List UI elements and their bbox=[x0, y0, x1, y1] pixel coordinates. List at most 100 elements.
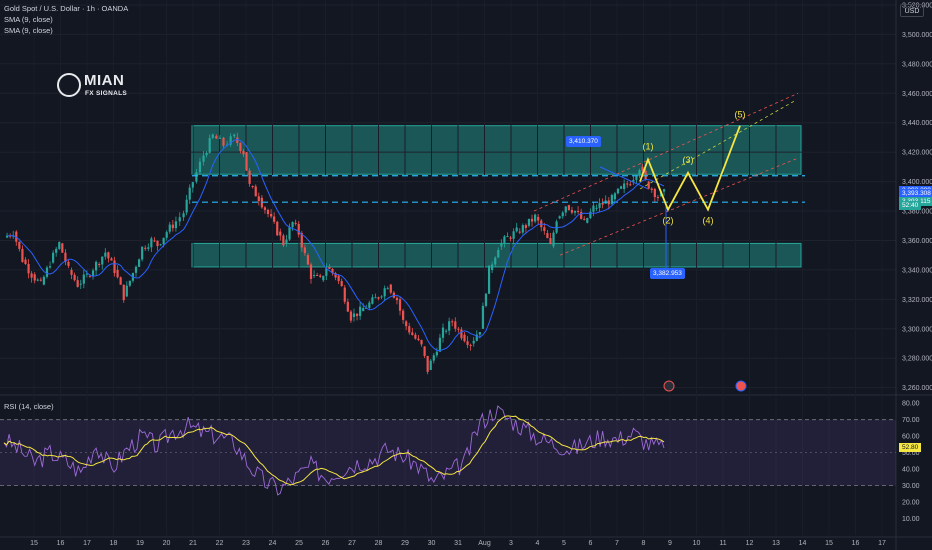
rsi-ma-line bbox=[3, 415, 665, 486]
sma-legend-1[interactable]: SMA (9, close) bbox=[4, 15, 53, 24]
candle-body bbox=[552, 232, 555, 247]
candle-body bbox=[389, 284, 392, 293]
candle-body bbox=[300, 233, 303, 248]
candle-body bbox=[288, 227, 291, 240]
candle-body bbox=[198, 161, 202, 173]
candle-body bbox=[549, 238, 552, 244]
supply-demand-zone bbox=[191, 242, 802, 268]
price-tick-label: 3,500.000 bbox=[902, 32, 932, 39]
price-axis[interactable]: 3,520.000 3,500.000 3,480.000 3,460.000 3,44… bbox=[902, 3, 932, 524]
candle-body bbox=[233, 134, 236, 137]
time-tick-label: 30 bbox=[428, 540, 436, 547]
candle-body bbox=[506, 236, 509, 238]
high-price-label: 3,410.370 bbox=[566, 136, 601, 147]
candle-body bbox=[623, 183, 626, 189]
rsi-tick-label: 20.00 bbox=[902, 500, 920, 507]
candle-body bbox=[178, 217, 181, 222]
candle-body bbox=[472, 340, 475, 344]
candle-body bbox=[632, 179, 635, 182]
candle-body bbox=[137, 259, 141, 267]
candle-body bbox=[303, 247, 306, 254]
candle-body bbox=[229, 136, 232, 145]
rsi-legend[interactable]: RSI (14, close) bbox=[4, 402, 54, 411]
candle-body bbox=[503, 236, 506, 243]
low-price-label: 3,382.953 bbox=[650, 268, 685, 279]
candle-body bbox=[279, 231, 282, 236]
price-tick-label: 3,420.000 bbox=[902, 150, 932, 157]
candle-body bbox=[386, 288, 389, 290]
candle-body bbox=[362, 308, 365, 312]
candle-body bbox=[153, 240, 156, 242]
candle-body bbox=[537, 216, 540, 221]
candle-body bbox=[368, 302, 371, 308]
time-tick-label: 21 bbox=[189, 540, 197, 547]
time-tick-label: Aug bbox=[478, 540, 491, 547]
candle-body bbox=[346, 301, 349, 312]
candle-body bbox=[423, 346, 426, 356]
candle-body bbox=[638, 170, 641, 177]
candle-body bbox=[580, 211, 583, 219]
candle-body bbox=[457, 328, 460, 330]
time-tick-label: 7 bbox=[615, 540, 619, 547]
candle-body bbox=[273, 216, 276, 222]
candle-body bbox=[52, 252, 55, 263]
price-tick-label: 3,460.000 bbox=[902, 91, 932, 98]
candle-body bbox=[662, 189, 666, 192]
candle-body bbox=[58, 242, 61, 249]
candle-body bbox=[530, 218, 534, 222]
price-tick-label: 3,280.000 bbox=[902, 356, 932, 363]
candle-body bbox=[635, 176, 638, 180]
time-axis[interactable]: 15 16 17 18 19 20 21 22 23 24 25 26 27 28 29 30 31 Aug 3 4 5… bbox=[30, 540, 886, 547]
candle-body bbox=[76, 280, 79, 287]
candle-body bbox=[518, 231, 521, 233]
candle-body bbox=[276, 221, 279, 236]
candle-body bbox=[82, 274, 85, 284]
candle-body bbox=[18, 241, 21, 249]
candle-body bbox=[613, 193, 617, 200]
candle-body bbox=[487, 265, 491, 294]
candle-body bbox=[573, 210, 577, 213]
time-tick-label: 18 bbox=[110, 540, 118, 547]
time-tick-label: 15 bbox=[30, 540, 38, 547]
price-tick-label: 3,400.000 bbox=[902, 179, 932, 186]
time-tick-label: 14 bbox=[799, 540, 807, 547]
candle-body bbox=[79, 283, 82, 285]
candle-body bbox=[352, 313, 356, 317]
candle-body bbox=[294, 222, 297, 224]
candle-body bbox=[343, 287, 346, 302]
sma-legend-2[interactable]: SMA (9, close) bbox=[4, 26, 53, 35]
candle-body bbox=[122, 284, 125, 301]
candle-body bbox=[334, 273, 337, 278]
candle-body bbox=[147, 247, 150, 249]
candle-body bbox=[576, 211, 580, 213]
price-tick-label: 3,380.000 bbox=[902, 209, 932, 216]
wave-label: (5) bbox=[735, 110, 746, 120]
candle-body bbox=[435, 351, 438, 356]
symbol-title: Gold Spot / U.S. Dollar · 1h · OANDA bbox=[4, 4, 129, 13]
candle-body bbox=[248, 170, 251, 184]
candle-body bbox=[626, 183, 629, 185]
currency-button[interactable]: USD bbox=[900, 4, 924, 17]
elliott-wave-path bbox=[639, 125, 741, 212]
candle-body bbox=[589, 211, 592, 219]
candle-body bbox=[67, 261, 70, 266]
candle-body bbox=[411, 332, 414, 336]
candle-body bbox=[494, 257, 497, 265]
wave-label: (2) bbox=[663, 216, 674, 226]
time-tick-label: 24 bbox=[269, 540, 277, 547]
logo-name: MIAN bbox=[84, 72, 125, 89]
candle-body bbox=[260, 197, 263, 208]
candle-body bbox=[150, 238, 153, 248]
candle-body bbox=[402, 310, 405, 320]
candle-body bbox=[113, 260, 116, 273]
candle-body bbox=[481, 305, 485, 329]
candle-body bbox=[218, 137, 222, 139]
candle-body bbox=[420, 340, 423, 345]
candle-body bbox=[610, 194, 613, 205]
candle-body bbox=[374, 297, 377, 299]
candle-body bbox=[408, 326, 411, 333]
candle-body bbox=[491, 264, 494, 270]
candle-body bbox=[469, 344, 472, 346]
